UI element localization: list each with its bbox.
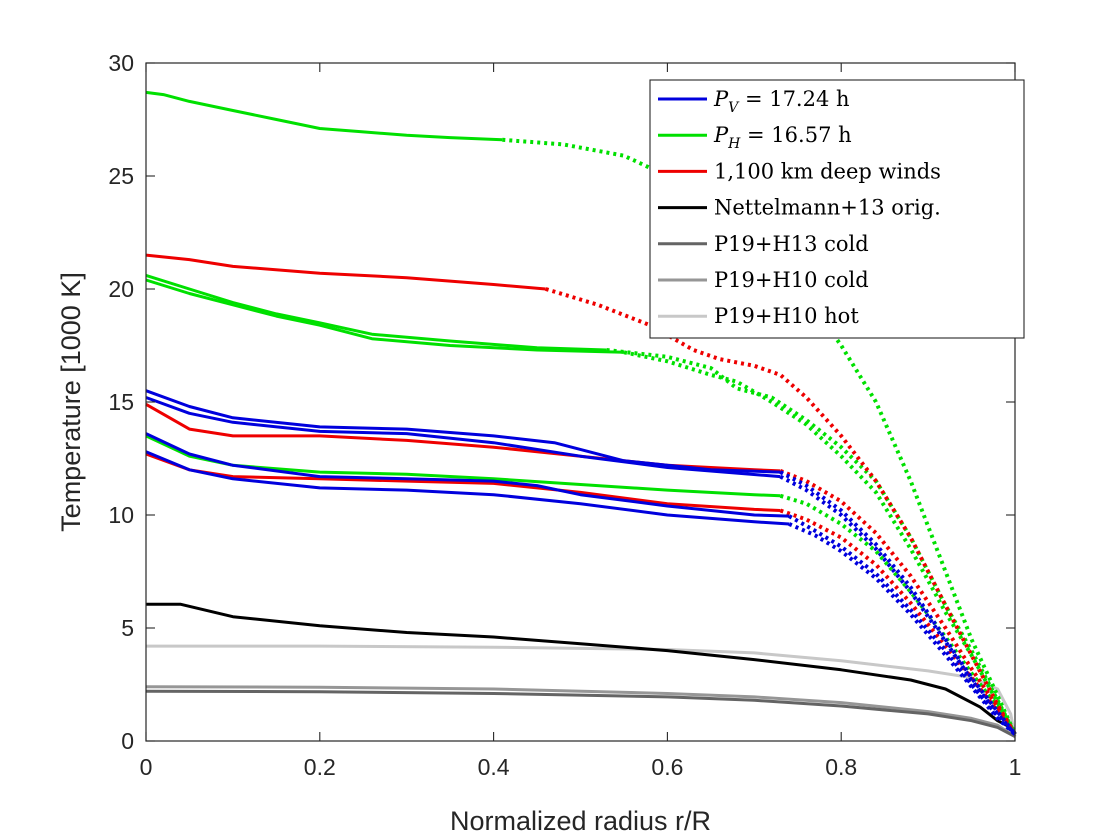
series-p-v-17-24-h <box>145 432 1017 736</box>
legend-box <box>649 79 1025 339</box>
series-line-solid <box>145 278 625 354</box>
legend-entry: PV = 17.24 h <box>658 87 850 116</box>
y-tick-label: 15 <box>108 389 134 415</box>
series-line-solid <box>145 396 781 479</box>
series-line-solid <box>145 685 1016 738</box>
series-p-h-16-57-h <box>145 273 1017 736</box>
series-line-dotted <box>788 522 1017 736</box>
series-line-dotted <box>502 137 1017 736</box>
legend-label: P19+H13 cold <box>714 232 869 256</box>
plot-series <box>145 90 1017 738</box>
series-p-h-16-57-h <box>145 278 1017 736</box>
legend-entry: P19+H10 hot <box>658 304 859 328</box>
y-tick-label: 30 <box>108 50 134 76</box>
series-p-v-17-24-h <box>145 389 1017 736</box>
legend-entry: P19+H13 cold <box>658 232 869 256</box>
series-line-solid <box>145 90 503 142</box>
legend-entry: PH = 16.57 h <box>658 123 852 152</box>
series-line-solid <box>146 602 1016 732</box>
legend-label: PH = 16.57 h <box>713 123 852 152</box>
series-p19-h13-cold <box>145 689 1016 738</box>
series-line-solid <box>145 689 1016 738</box>
series-line-dotted <box>788 514 1017 736</box>
series-p-h-16-57-h <box>145 90 1017 736</box>
series-line-solid <box>145 402 781 473</box>
series-p19-h10-hot <box>146 644 1017 737</box>
legend-entry: Nettelmann+13 orig. <box>658 196 941 220</box>
series-line-solid <box>145 253 546 291</box>
series-line-dotted <box>779 469 1017 736</box>
series-p-v-17-24-h <box>145 450 1017 736</box>
legend-label: P19+H10 hot <box>714 304 859 328</box>
legend-label: P19+H10 cold <box>714 268 869 292</box>
x-axis-label: Normalized radius r/R <box>450 806 711 836</box>
y-tick-label: 10 <box>108 502 134 528</box>
series-line-dotted <box>779 470 1017 736</box>
series-line-solid <box>146 644 1017 737</box>
series-line-dotted <box>606 348 1017 736</box>
y-tick-label: 20 <box>108 276 134 302</box>
series-p19-h10-cold <box>145 685 1016 738</box>
legend-label: PV = 17.24 h <box>713 87 850 116</box>
series-line-solid <box>145 432 790 518</box>
series-line-solid <box>145 389 781 474</box>
series-line-solid <box>145 273 607 352</box>
x-tick-label: 0.8 <box>825 754 857 780</box>
x-tick-label: 1 <box>1009 754 1022 780</box>
series-line-dotted <box>623 350 1017 736</box>
x-tick-label: 0.2 <box>304 754 336 780</box>
series-1-100-km-deep-winds <box>145 402 1017 736</box>
series-line-dotted <box>779 493 1017 736</box>
series-line-dotted <box>779 474 1017 736</box>
legend-entry: 1,100 km deep winds <box>658 159 941 183</box>
x-tick-label: 0 <box>140 754 153 780</box>
y-tick-label: 5 <box>121 615 134 641</box>
y-axis-label: Temperature [1000 K] <box>56 272 86 532</box>
legend: PV = 17.24 h PH = 16.57 h 1,100 km deep wi… <box>649 79 1025 339</box>
y-tick-label: 0 <box>121 728 134 754</box>
y-tick-label: 25 <box>108 163 134 189</box>
series-nettelmann-13-orig- <box>146 602 1016 732</box>
legend-label: Nettelmann+13 orig. <box>714 196 941 220</box>
legend-label: 1,100 km deep winds <box>714 159 941 183</box>
legend-entry: P19+H10 cold <box>658 268 869 292</box>
x-tick-label: 0.6 <box>651 754 683 780</box>
series-p-v-17-24-h <box>145 396 1017 736</box>
x-tick-label: 0.4 <box>478 754 510 780</box>
series-line-solid <box>145 450 790 526</box>
